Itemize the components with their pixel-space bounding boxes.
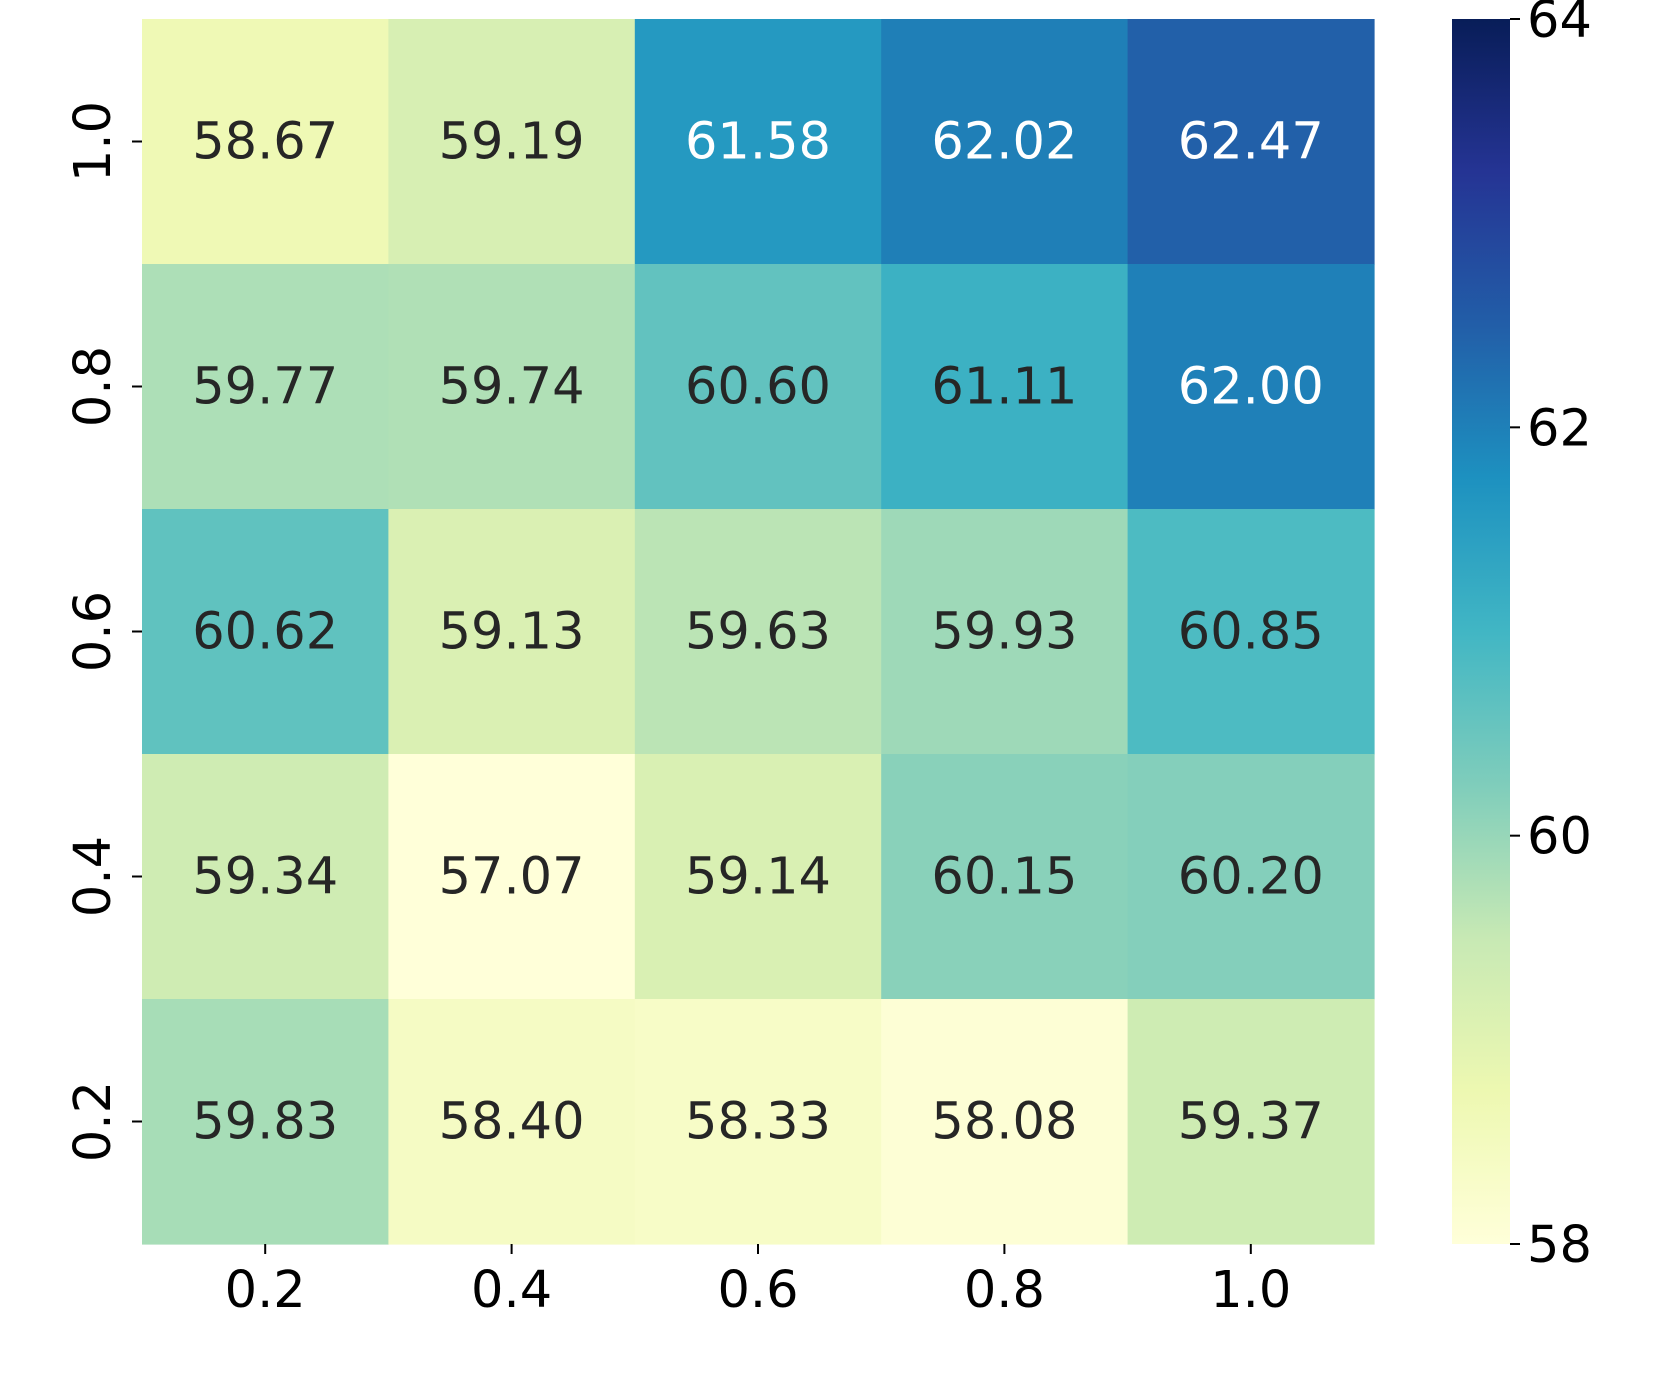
x-tick-label: 0.2 [225,1261,306,1320]
x-axis: 0.2 0.4 0.6 0.8 1.0 [225,1244,1291,1320]
cell-value-label: 59.37 [1178,1093,1324,1152]
heatmap-cell [142,999,389,1245]
heatmap-cell [142,509,389,755]
x-tick-label: 1.0 [1210,1261,1291,1320]
cell-value-label: 60.62 [192,603,338,662]
heatmap-cell [1127,264,1375,510]
heatmap-cell [634,754,882,1000]
cell-value-label: 62.02 [931,113,1077,172]
colorbar-tick-label: 64 [1527,0,1592,50]
cell-value-label: 62.47 [1178,113,1324,172]
y-tick-label: 0.8 [64,346,123,427]
heatmap-cell [1127,509,1375,755]
x-tick-label: 0.6 [717,1261,798,1320]
cell-value-label: 59.34 [192,848,338,907]
heatmap-cell [142,19,389,265]
cell-value-label: 61.11 [931,358,1077,417]
cell-value-label: 59.63 [685,603,831,662]
cell-value-label: 58.40 [439,1093,585,1152]
colorbar-tick-label: 62 [1527,399,1592,458]
cell-value-label: 59.83 [192,1093,338,1152]
heatmap-cell [142,754,389,1000]
cell-value-label: 61.58 [685,113,831,172]
heatmap-cells: 58.67 59.19 61.58 62.02 62.47 59.77 59.74 60.60… [142,19,1375,1245]
x-tick-label: 0.4 [471,1261,552,1320]
heatmap-cell [634,264,882,510]
y-tick-label: 1.0 [64,101,123,182]
heatmap-cell [634,509,882,755]
cell-value-label: 58.33 [685,1093,831,1152]
cell-value-label: 60.20 [1178,848,1324,907]
heatmap-cell [388,509,636,755]
heatmap-cell [142,264,389,510]
cell-value-label: 58.67 [192,113,338,172]
heatmap-cell [881,264,1129,510]
y-axis: 1.0 0.8 0.6 0.4 0.2 [64,101,142,1162]
y-tick-label: 0.4 [64,836,123,917]
x-tick-label: 0.8 [964,1261,1045,1320]
heatmap-cell [881,999,1129,1245]
y-tick-label: 0.2 [64,1081,123,1162]
cell-value-label: 60.15 [931,848,1077,907]
heatmap-cell [388,19,636,265]
cell-value-label: 58.08 [931,1093,1077,1152]
heatmap-cell [881,509,1129,755]
heatmap-cell [881,19,1129,265]
cell-value-label: 59.93 [931,603,1077,662]
colorbar-tick-label: 58 [1527,1216,1592,1275]
colorbar-tick-label: 60 [1527,808,1592,867]
heatmap-cell [388,264,636,510]
cell-value-label: 60.85 [1178,603,1324,662]
cell-value-label: 59.13 [439,603,585,662]
heatmap-cell [1127,999,1375,1245]
cell-value-label: 62.00 [1178,358,1324,417]
heatmap-cell [634,19,882,265]
colorbar-gradient [1452,19,1510,1244]
cell-value-label: 60.60 [685,358,831,417]
cell-value-label: 57.07 [439,848,585,907]
y-tick-label: 0.6 [64,591,123,672]
heatmap-cell [1127,19,1375,265]
cell-value-label: 59.74 [439,358,585,417]
cell-value-label: 59.14 [685,848,831,907]
cell-value-label: 59.77 [192,358,338,417]
cell-value-label: 59.19 [439,113,585,172]
colorbar: 58 60 62 64 [1452,0,1592,1275]
heatmap-cell [634,999,882,1245]
heatmap-cell [388,999,636,1245]
heatmap-cell [1127,754,1375,1000]
heatmap-cell [388,754,636,1000]
heatmap-cell [881,754,1129,1000]
